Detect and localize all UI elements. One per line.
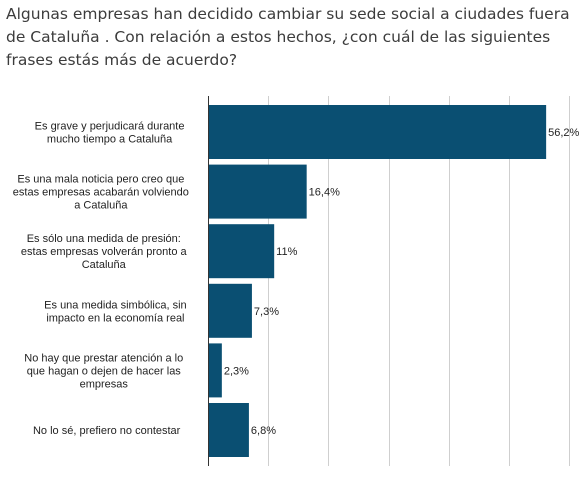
category-label: Es una mala noticia pero creo que estas e…	[13, 174, 189, 212]
value-label: 7,3%	[254, 306, 279, 318]
category-label-line: No lo sé, prefiero no contestar	[33, 425, 181, 437]
category-label-line: Es grave y perjudicará durante	[35, 121, 185, 133]
bar	[208, 105, 547, 159]
bar	[208, 283, 252, 338]
bar	[208, 403, 249, 457]
category-label: Es una medida simbólica, sin impacto en l…	[44, 299, 186, 324]
value-label: 16,4%	[309, 187, 340, 199]
value-labels: 56,2% 16,4% 11% 7,3% 2,3% 6,8%	[224, 127, 580, 437]
category-label-line: impacto en la economía real	[46, 312, 184, 324]
category-label-line: No hay que prestar atención a lo	[24, 352, 183, 364]
bar	[208, 164, 307, 219]
category-label: Es sólo una medida de presión: estas empr…	[21, 233, 188, 271]
value-label: 6,8%	[251, 425, 276, 437]
bar	[208, 224, 275, 279]
chart-title: Algunas empresas han decidido cambiar su…	[6, 5, 570, 69]
category-label-line: Es una mala noticia pero creo que	[17, 174, 184, 186]
category-label-line: que hagan o dejen de hacer las	[27, 365, 182, 377]
bars	[208, 105, 547, 457]
category-label-line: estas empresas volverán pronto a	[21, 246, 188, 258]
category-label: No hay que prestar atención a lo que haga…	[24, 352, 183, 390]
category-labels: Es grave y perjudicará durante mucho tiem…	[13, 121, 189, 438]
category-label: No lo sé, prefiero no contestar	[33, 425, 181, 437]
category-label-line: Cataluña	[82, 259, 127, 271]
category-label-line: empresas	[80, 378, 129, 390]
category-label-line: estas empresas acabarán volviendo	[13, 187, 189, 199]
category-label: Es grave y perjudicará durante mucho tiem…	[35, 121, 185, 146]
category-label-line: a Cataluña	[74, 200, 128, 212]
category-label-line: mucho tiempo a Cataluña	[47, 134, 173, 146]
category-label-line: Es una medida simbólica, sin	[44, 299, 186, 311]
bar	[208, 343, 222, 398]
value-label: 56,2%	[548, 127, 579, 139]
category-label-line: Es sólo una medida de presión:	[27, 233, 181, 245]
value-label: 2,3%	[224, 365, 249, 377]
value-label: 11%	[276, 246, 297, 258]
